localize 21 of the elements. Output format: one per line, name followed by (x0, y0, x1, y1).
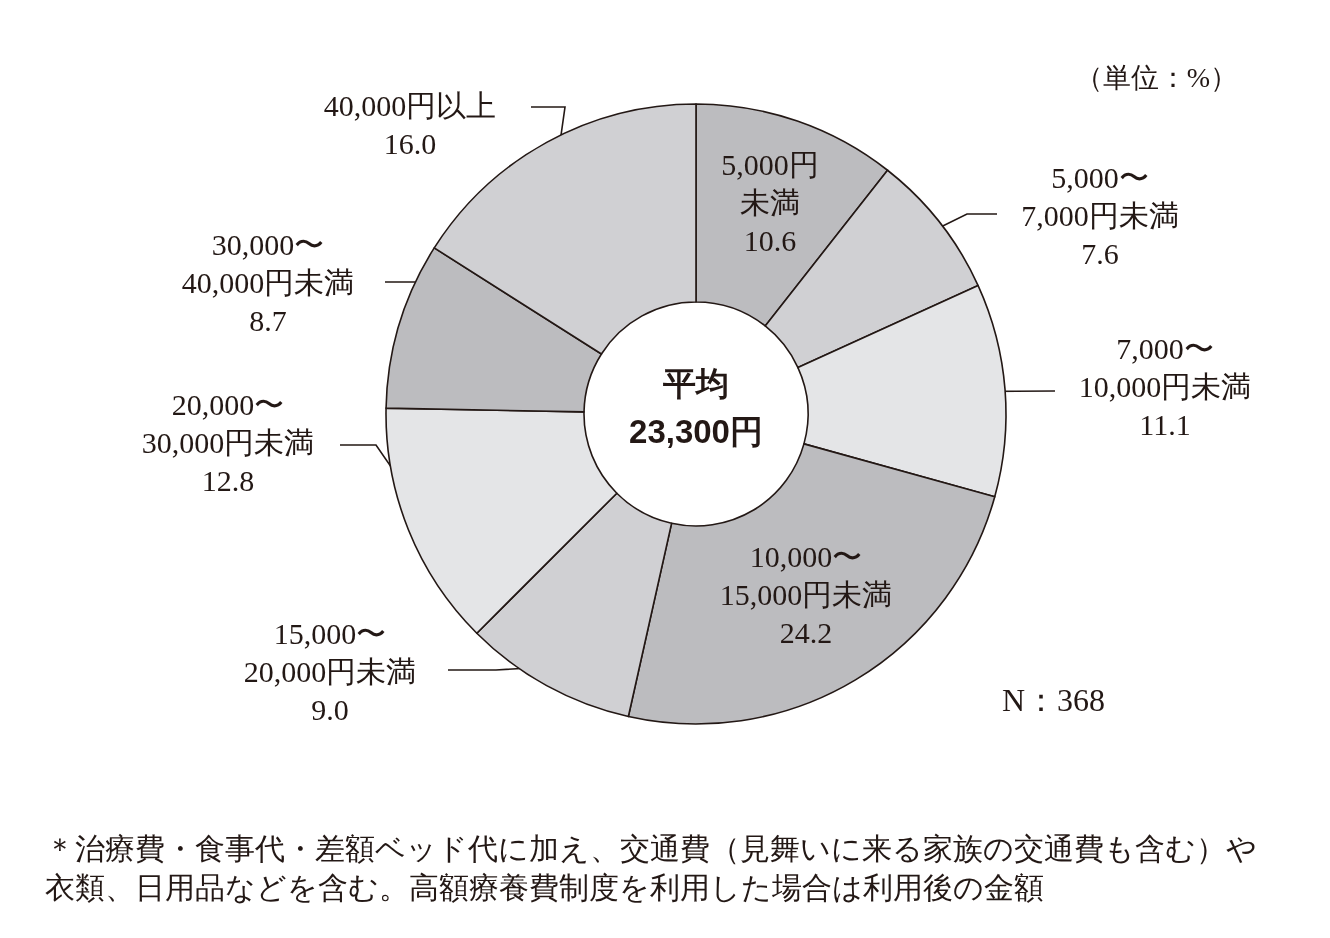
slice-label: 40,000円以上 (323, 88, 497, 122)
data-label: 11.1 (1139, 407, 1191, 441)
slice-label: 10,000〜15,000円未満 (719, 539, 893, 611)
data-label: 8.7 (249, 303, 287, 337)
data-label: 24.2 (779, 615, 833, 649)
slice-label: 15,000〜20,000円未満 (243, 616, 417, 688)
slice-label: 20,000〜30,000円未満 (141, 387, 315, 459)
text: ＊治療費・食事代・差額ベッド代に加え、交通費（見舞いに来る家族の交通費も含む）や衣類、日用品などを含む。高額療養費制度を利用した場合は利用後の金額 (45, 832, 1257, 904)
data-label: 9.0 (311, 692, 349, 726)
slice-label: 5,000〜7,000円未満 (1021, 160, 1179, 232)
slice-label: 30,000〜40,000円未満 (181, 227, 355, 299)
data-label: 12.8 (201, 463, 255, 497)
text: 23,300円 (629, 412, 763, 450)
slice-label: 5,000円未満 (721, 147, 819, 219)
text: 平均 (662, 364, 729, 402)
data-label: 10.6 (743, 223, 797, 257)
data-label: 16.0 (383, 126, 437, 160)
data-label: 7.6 (1081, 236, 1119, 270)
text: （単位：%） (1074, 61, 1238, 93)
slice-label: 7,000〜10,000円未満 (1078, 331, 1252, 403)
text: N：368 (1001, 682, 1105, 718)
